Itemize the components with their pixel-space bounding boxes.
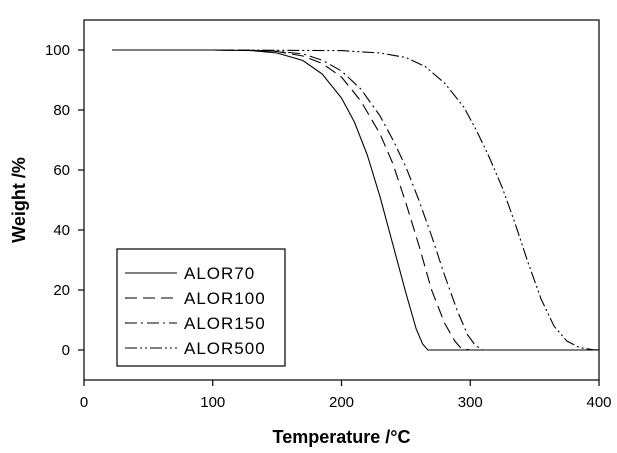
x-tick-label: 0	[80, 394, 88, 411]
y-tick-label: 20	[53, 282, 70, 299]
axis-ticks: 0 100 200 300 400 0 20 40 60 80 100	[45, 42, 612, 411]
y-tick-label: 80	[53, 102, 70, 119]
legend: ALOR70 ALOR100 ALOR150 ALOR500	[116, 248, 286, 367]
legend-label: ALOR500	[184, 339, 266, 358]
legend-label: ALOR70	[184, 264, 255, 283]
legend-label: ALOR100	[184, 289, 266, 308]
legend-label: ALOR150	[184, 314, 266, 333]
x-tick-label: 400	[586, 394, 611, 411]
series-lines	[112, 49, 600, 351]
series-line-alor150	[112, 49, 599, 351]
series-line-alor500	[112, 49, 600, 351]
y-tick-label: 60	[53, 162, 70, 179]
x-axis-title: Temperature /°C	[273, 427, 411, 447]
x-tick-label: 100	[200, 394, 225, 411]
y-axis-title: Weight /%	[9, 157, 29, 243]
y-tick-label: 0	[62, 342, 70, 359]
x-tick-label: 200	[329, 394, 354, 411]
series-line-alor70	[112, 49, 599, 351]
x-tick-label: 300	[458, 394, 483, 411]
y-tick-label: 100	[45, 42, 70, 59]
legend-box	[116, 248, 286, 367]
y-tick-label: 40	[53, 222, 70, 239]
series-line-alor100	[112, 49, 599, 351]
